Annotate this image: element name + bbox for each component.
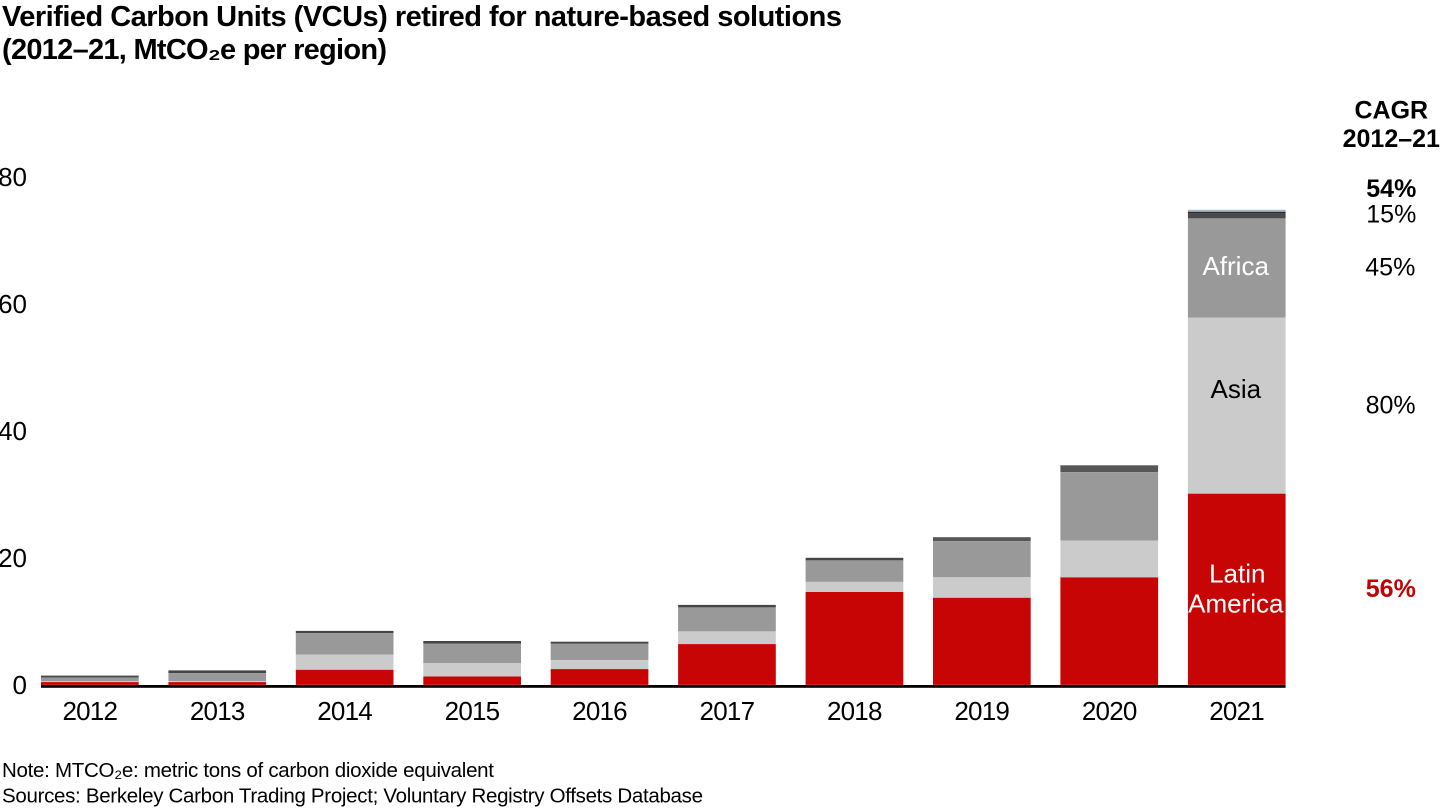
svg-text:Asia: Asia bbox=[1211, 374, 1262, 404]
svg-text:2016: 2016 bbox=[572, 696, 628, 726]
svg-text:56%: 56% bbox=[1366, 575, 1416, 603]
svg-text:80%: 80% bbox=[1366, 391, 1416, 419]
svg-text:80: 80 bbox=[0, 162, 27, 192]
svg-text:Africa: Africa bbox=[1202, 251, 1269, 281]
svg-text:0: 0 bbox=[13, 670, 27, 700]
svg-text:2017: 2017 bbox=[700, 696, 756, 726]
svg-text:2019: 2019 bbox=[954, 696, 1010, 726]
svg-text:(2012–21, MtCO₂e per region): (2012–21, MtCO₂e per region) bbox=[2, 34, 387, 66]
svg-text:Verified Carbon Units (VCUs) r: Verified Carbon Units (VCUs) retired for… bbox=[2, 1, 842, 33]
svg-text:2018: 2018 bbox=[827, 696, 883, 726]
svg-text:Latin: Latin bbox=[1209, 558, 1265, 588]
svg-text:Note: MTCO₂e: metric tons of c: Note: MTCO₂e: metric tons of carbon diox… bbox=[2, 759, 494, 782]
svg-text:20: 20 bbox=[0, 543, 27, 573]
svg-text:40: 40 bbox=[0, 416, 27, 446]
svg-text:America: America bbox=[1188, 589, 1284, 619]
svg-text:15%: 15% bbox=[1366, 201, 1416, 229]
svg-text:60: 60 bbox=[0, 289, 27, 319]
svg-text:2013: 2013 bbox=[190, 696, 246, 726]
svg-text:2012: 2012 bbox=[62, 696, 118, 726]
svg-text:CAGR: CAGR bbox=[1354, 97, 1428, 125]
svg-text:2021: 2021 bbox=[1209, 696, 1265, 726]
svg-text:Sources: Berkeley Carbon Tradi: Sources: Berkeley Carbon Trading Project… bbox=[2, 784, 703, 807]
svg-text:2020: 2020 bbox=[1082, 696, 1138, 726]
svg-text:2012–21: 2012–21 bbox=[1343, 125, 1440, 153]
svg-text:54%: 54% bbox=[1366, 175, 1416, 203]
svg-text:2014: 2014 bbox=[317, 696, 373, 726]
svg-text:45%: 45% bbox=[1365, 254, 1415, 282]
svg-text:2015: 2015 bbox=[445, 696, 501, 726]
